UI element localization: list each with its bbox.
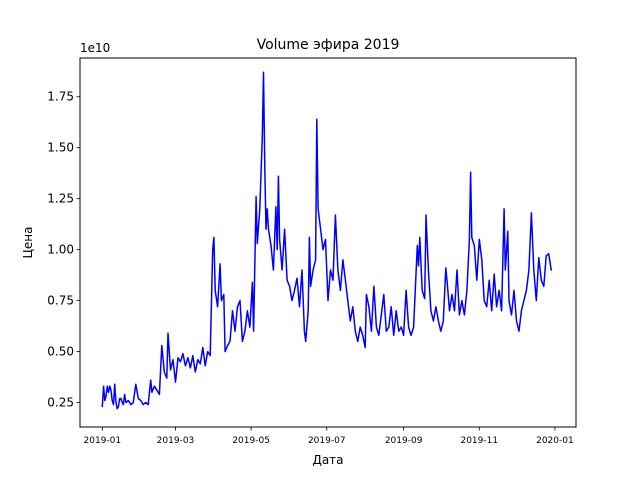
y-tick-label-1: 0.50: [47, 345, 74, 359]
x-tick-label-5: 2019-11: [460, 436, 498, 446]
y-axis-label: Цена: [21, 227, 35, 259]
y-tick-label-5: 1.50: [47, 141, 74, 155]
series-line-0: [101, 71, 552, 410]
x-tick-label-0: 2019-01: [84, 436, 122, 446]
axis-ticks: 2019-01 2019-03 2019-05 2019-07 2019-09 2019-…: [47, 90, 573, 446]
x-tick-label-1: 2019-03: [157, 436, 195, 446]
y-offset-label: 1e10: [80, 41, 110, 55]
x-axis-label: Дата: [312, 453, 343, 467]
axes-frame: [79, 57, 577, 428]
y-tick-label-2: 0.75: [47, 294, 74, 308]
x-tick-label-4: 2019-09: [385, 436, 423, 446]
x-tick-label-3: 2019-07: [308, 436, 346, 446]
chart-title: Volume эфира 2019: [257, 37, 400, 53]
x-tick-label-2: 2019-05: [232, 436, 270, 446]
y-tick-label-0: 0.25: [47, 396, 74, 410]
y-tick-label-3: 1.00: [47, 243, 74, 257]
x-tick-label-6: 2020-01: [536, 436, 574, 446]
plot-area: [101, 71, 552, 410]
y-tick-label-4: 1.25: [47, 192, 74, 206]
y-tick-label-6: 1.75: [47, 90, 74, 104]
